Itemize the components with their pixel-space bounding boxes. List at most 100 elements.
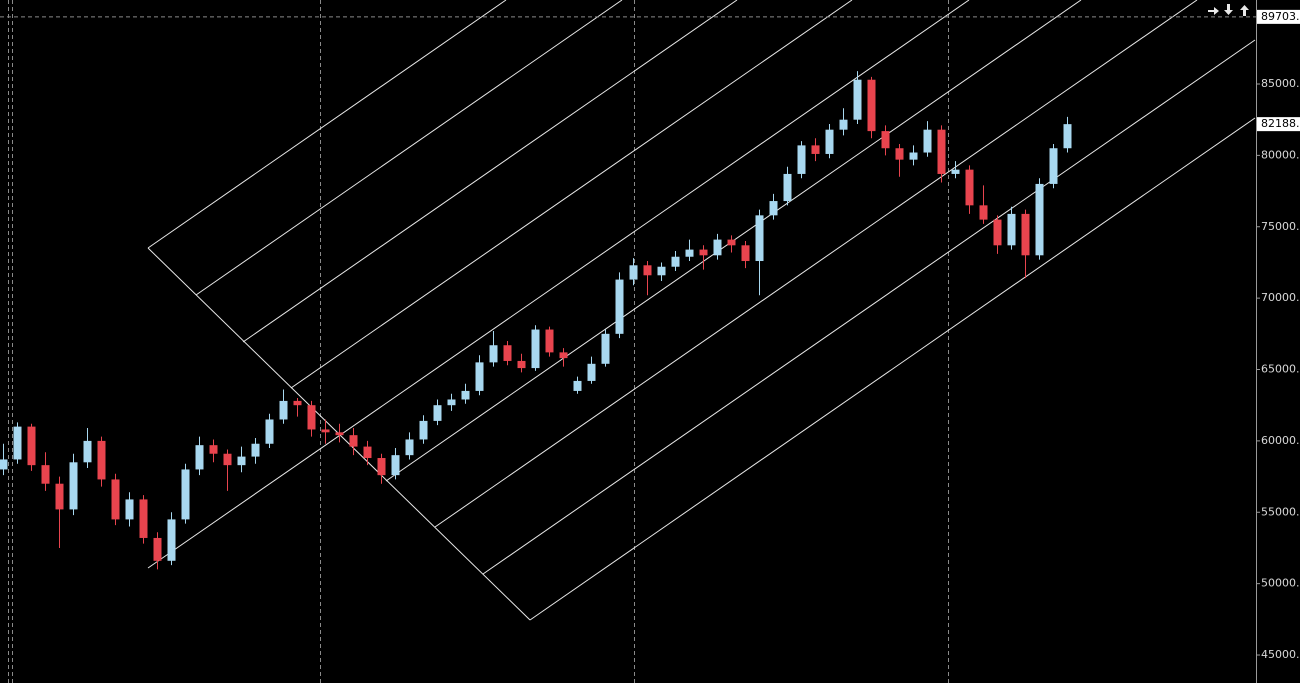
candle-body xyxy=(307,405,316,430)
scroll-right-icon[interactable] xyxy=(1208,7,1219,15)
toolbar-arrows[interactable] xyxy=(1208,4,1249,16)
candle-body xyxy=(657,266,666,276)
candle-body xyxy=(111,479,120,520)
candle-body xyxy=(405,439,414,456)
candle-body xyxy=(867,79,876,132)
candle-body xyxy=(237,456,246,466)
candle-body xyxy=(1007,213,1016,246)
price-marker-label: 89703. xyxy=(1261,10,1300,23)
y-tick-label: 70000. xyxy=(1261,291,1300,304)
candle-body xyxy=(97,440,106,480)
candle-body xyxy=(139,499,148,538)
scroll-up-icon[interactable] xyxy=(1240,5,1249,16)
candle-body xyxy=(965,169,974,206)
candle-body xyxy=(531,329,540,369)
candle-body xyxy=(951,169,960,174)
candle-body xyxy=(363,446,372,459)
candle-body xyxy=(587,363,596,381)
candle-body xyxy=(993,219,1002,246)
candle-body xyxy=(223,453,232,466)
candle-body xyxy=(489,345,498,363)
candle-body xyxy=(377,458,386,476)
candle-body xyxy=(0,459,8,470)
candle-body xyxy=(839,119,848,130)
scroll-down-icon[interactable] xyxy=(1224,4,1233,15)
candle-body xyxy=(1035,183,1044,256)
candle-body xyxy=(461,390,470,400)
pitchfork-line xyxy=(529,117,1256,621)
candle-body xyxy=(27,426,36,466)
y-tick-label: 75000. xyxy=(1261,220,1300,233)
pitchfork-line xyxy=(434,0,1198,528)
candle-body xyxy=(741,245,750,262)
candle-body xyxy=(69,462,78,510)
candle-body xyxy=(685,249,694,257)
candle-body xyxy=(265,419,274,444)
pitchfork-line xyxy=(290,0,853,389)
y-tick-label: 50000. xyxy=(1261,577,1300,590)
candle-body xyxy=(475,362,484,391)
candle-body xyxy=(825,129,834,154)
candle-body xyxy=(391,455,400,476)
candle-body xyxy=(503,345,512,361)
pitchfork xyxy=(147,0,1256,621)
y-tick-label: 55000. xyxy=(1261,505,1300,518)
candle-body xyxy=(1049,148,1058,184)
candle-body xyxy=(153,537,162,561)
candle-body xyxy=(783,173,792,202)
candle-body xyxy=(321,429,330,433)
y-tick-label: 85000. xyxy=(1261,77,1300,90)
candle-body xyxy=(797,145,806,174)
candle-body xyxy=(279,400,288,420)
candle-body xyxy=(1063,124,1072,149)
candle-body xyxy=(13,426,22,460)
candle-body xyxy=(671,256,680,267)
candle-body xyxy=(629,265,638,280)
candle-body xyxy=(251,443,260,457)
candle-body xyxy=(195,445,204,470)
candle-body xyxy=(895,148,904,160)
candle-body xyxy=(615,279,624,334)
candle-body xyxy=(335,432,344,436)
candle-body xyxy=(755,215,764,262)
candle-body xyxy=(83,440,92,463)
candle-body xyxy=(517,360,526,369)
pitchfork-line xyxy=(147,0,970,569)
candle-body xyxy=(167,519,176,561)
candle-body xyxy=(881,131,890,149)
price-marker-box xyxy=(1257,117,1300,132)
candle-body xyxy=(447,399,456,406)
candle-body xyxy=(419,420,428,440)
candle-body xyxy=(923,129,932,153)
candle-body xyxy=(769,201,778,216)
candle-body xyxy=(699,249,708,256)
candle-body xyxy=(545,329,554,353)
price-marker-label: 82188. xyxy=(1261,117,1300,130)
candle-body xyxy=(209,445,218,454)
candle-body xyxy=(909,152,918,160)
candle-body xyxy=(293,400,302,406)
candle-body xyxy=(181,469,190,520)
pitchfork-line xyxy=(147,0,507,249)
candle-body xyxy=(727,239,736,246)
candle-body xyxy=(433,405,442,421)
pitchfork-line xyxy=(195,0,623,296)
plot-area: 45000. 50000. 55000. 60000. 65000. 70000. 7500… xyxy=(0,9,1300,661)
candle-body xyxy=(559,352,568,359)
y-tick-label: 60000. xyxy=(1261,434,1300,447)
y-tick-label: 45000. xyxy=(1261,648,1300,661)
candle-body xyxy=(349,435,358,447)
candle-body xyxy=(853,79,862,120)
pitchfork-line xyxy=(242,0,738,343)
price-marker-box xyxy=(1257,9,1300,24)
candle-body xyxy=(979,205,988,220)
candle-body xyxy=(125,499,134,520)
candle-body xyxy=(601,333,610,364)
pitchfork-line xyxy=(482,39,1256,575)
separators xyxy=(8,0,949,683)
candle-body xyxy=(573,380,582,391)
y-tick-label: 65000. xyxy=(1261,363,1300,376)
candle-body xyxy=(937,129,946,174)
